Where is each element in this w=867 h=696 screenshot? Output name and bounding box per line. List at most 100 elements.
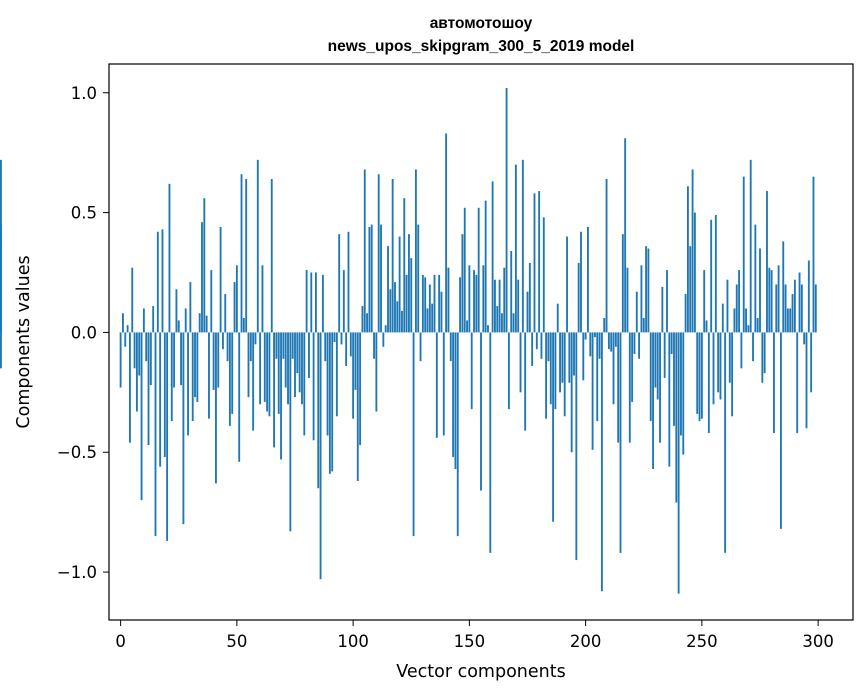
bar	[152, 306, 155, 333]
bar	[624, 138, 627, 333]
bar	[456, 332, 459, 537]
bar	[247, 332, 250, 398]
bar	[252, 332, 255, 431]
bar	[349, 332, 352, 357]
bar	[682, 332, 685, 455]
bar	[135, 332, 138, 412]
bar	[668, 332, 671, 467]
bar	[707, 332, 710, 434]
bar	[589, 332, 592, 357]
bar	[177, 320, 180, 333]
bar	[256, 159, 259, 333]
bar	[535, 332, 538, 350]
bar	[812, 176, 815, 333]
bar	[807, 260, 810, 333]
bar	[375, 332, 378, 412]
bar	[273, 332, 275, 448]
bar	[542, 217, 545, 333]
bar	[431, 303, 434, 333]
bar	[389, 289, 392, 333]
bar	[766, 191, 768, 333]
bar	[521, 159, 524, 333]
bar	[538, 191, 541, 333]
bar	[789, 308, 792, 333]
bar	[477, 207, 480, 333]
x-tick-label: 150	[454, 632, 486, 651]
bar	[342, 270, 345, 333]
y-tick-label: 1.0	[71, 84, 97, 103]
bar	[780, 332, 782, 529]
bar	[356, 332, 359, 481]
chart-title-line1: автомотошоу	[430, 15, 533, 32]
bar	[149, 332, 152, 386]
bar	[482, 265, 485, 333]
bar	[496, 306, 499, 333]
bar	[173, 332, 176, 388]
bar	[568, 332, 571, 383]
bar	[226, 332, 229, 362]
bar	[126, 325, 129, 333]
bar	[684, 294, 687, 333]
bar	[277, 332, 280, 414]
y-tick-label: 0.0	[71, 323, 97, 342]
bar	[321, 274, 324, 333]
bar	[763, 332, 766, 374]
bar	[412, 332, 415, 537]
bar	[805, 332, 808, 429]
bar	[384, 325, 387, 333]
bar	[452, 332, 455, 458]
bar	[610, 332, 613, 352]
bar	[761, 332, 764, 383]
x-tick-label: 250	[686, 632, 718, 651]
bar	[235, 265, 238, 333]
bar	[156, 231, 159, 333]
bar	[617, 332, 620, 443]
bar	[184, 308, 187, 333]
x-tick-label: 50	[226, 632, 247, 651]
bar	[442, 332, 445, 436]
bar	[189, 282, 192, 333]
bar	[531, 332, 534, 366]
bar	[587, 226, 589, 333]
bar	[731, 332, 734, 417]
bar	[363, 169, 366, 333]
bar	[691, 169, 694, 333]
bar	[308, 332, 310, 378]
bar	[129, 332, 131, 443]
bar	[194, 332, 196, 398]
bar	[547, 332, 550, 362]
bar	[447, 267, 450, 333]
bar	[724, 332, 727, 553]
bar	[347, 231, 350, 333]
bars-group	[0, 87, 817, 594]
bar	[133, 332, 136, 369]
bar	[291, 332, 294, 359]
bar	[698, 332, 701, 422]
bar	[735, 284, 738, 333]
bar	[605, 179, 608, 333]
bar	[545, 332, 548, 419]
bar	[208, 332, 210, 419]
bar	[196, 332, 199, 402]
bar	[614, 332, 617, 347]
bar	[361, 306, 364, 333]
bar	[370, 224, 373, 333]
bar	[712, 332, 715, 405]
bar	[122, 313, 124, 333]
x-tick-label: 300	[802, 632, 834, 651]
bar	[119, 332, 122, 388]
bar	[417, 224, 420, 333]
bar	[331, 332, 334, 472]
bar	[600, 332, 603, 592]
bar	[719, 332, 722, 400]
bar	[494, 279, 496, 333]
bar	[140, 332, 143, 501]
bar	[161, 229, 164, 333]
bar	[398, 236, 401, 333]
plot-area-frame	[108, 63, 854, 621]
bar	[721, 303, 724, 333]
bar	[168, 183, 171, 333]
bar	[503, 267, 506, 333]
bar	[577, 262, 580, 333]
